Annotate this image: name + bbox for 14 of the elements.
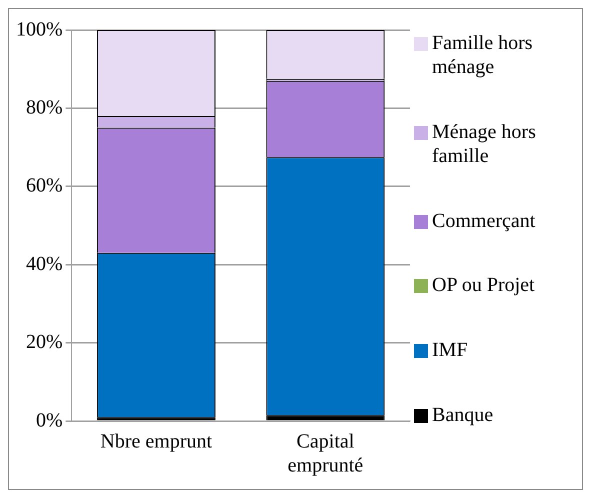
x-tick-label: Nbre emprunt <box>100 430 212 452</box>
legend-label: Famille hors ménage <box>432 31 534 79</box>
legend-label: Commerçant <box>432 208 536 233</box>
y-tick-label: 80% <box>26 96 63 118</box>
y-tick-label: 60% <box>26 174 63 197</box>
y-tick-label: 0% <box>36 409 63 432</box>
y-tick-label: 40% <box>26 252 63 275</box>
legend-label: Banque <box>432 402 494 427</box>
x-tick-label: Capital emprunté <box>288 430 364 476</box>
legend-label: IMF <box>432 338 468 362</box>
y-tick-label: 20% <box>26 331 63 354</box>
legend-label: OP ou Projet <box>432 273 535 298</box>
legend-label: Ménage hors famille <box>432 120 537 168</box>
y-tick-label: 100% <box>16 18 63 40</box>
